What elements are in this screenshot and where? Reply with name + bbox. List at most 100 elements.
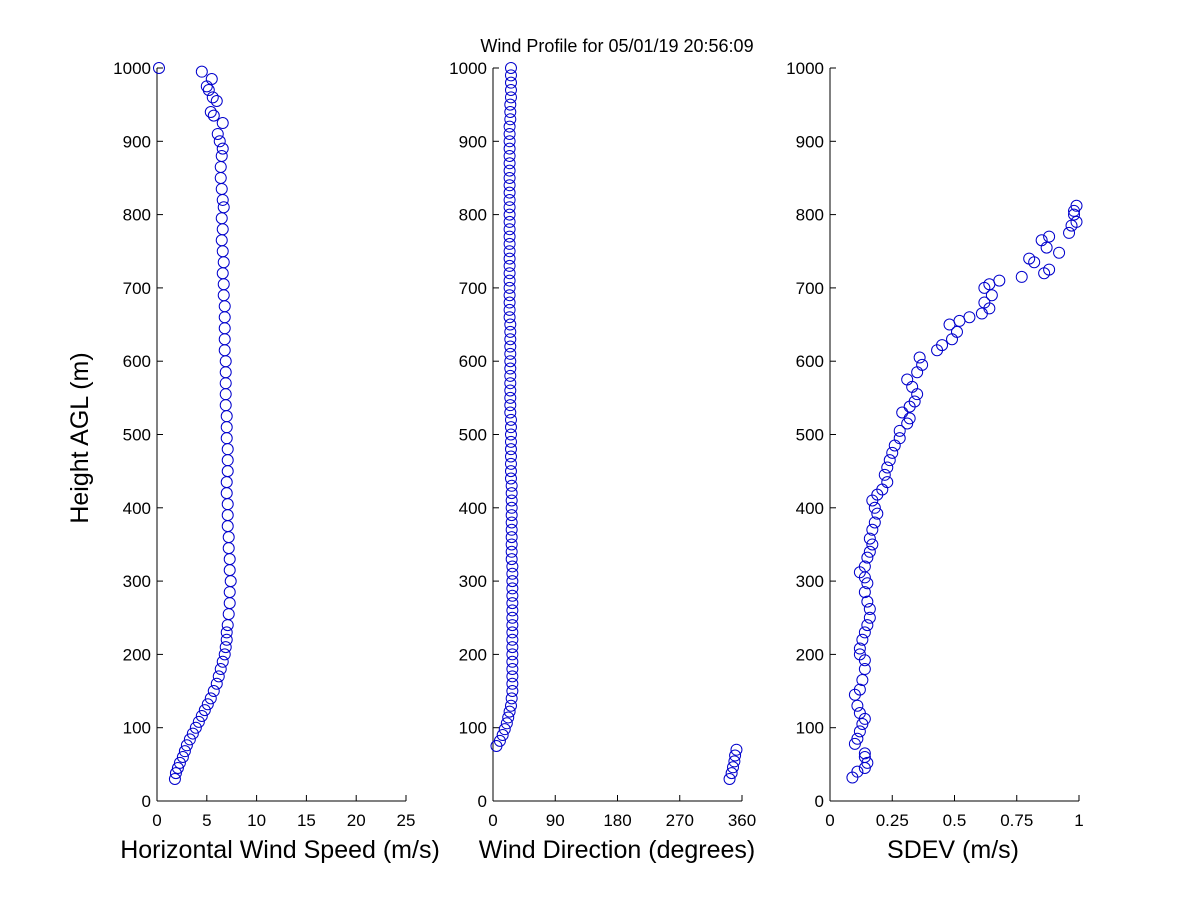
data-point-wind-direction [505, 494, 518, 507]
data-point-wind-direction [506, 648, 519, 661]
data-point-sdev [861, 619, 874, 632]
data-point-wind-direction [503, 230, 516, 243]
y-tick-label-sdev: 200 [796, 645, 824, 664]
data-point-sdev [975, 307, 988, 320]
data-point-wind-direction [505, 545, 518, 558]
data-point-sdev [985, 289, 998, 302]
data-point-wind-direction [500, 717, 513, 730]
data-point-sdev [1015, 270, 1028, 283]
data-point-wind-direction [504, 413, 517, 426]
data-point-sdev [853, 648, 866, 661]
data-point-horizontal-wind-speed [207, 109, 220, 122]
figure-title: Wind Profile for 05/01/19 20:56:09 [480, 36, 753, 56]
data-point-sdev [913, 351, 926, 364]
y-tick-label-horizontal-wind-speed: 700 [123, 279, 151, 298]
data-point-sdev [911, 388, 924, 401]
data-point-horizontal-wind-speed [219, 355, 232, 368]
data-point-sdev [858, 626, 871, 639]
data-point-wind-direction [506, 626, 519, 639]
data-point-wind-direction [503, 705, 516, 718]
data-point-horizontal-wind-speed [213, 135, 226, 148]
data-point-horizontal-wind-speed [224, 575, 237, 588]
data-point-wind-direction [504, 113, 517, 126]
y-tick-label-sdev: 900 [796, 132, 824, 151]
data-point-horizontal-wind-speed [221, 509, 234, 522]
data-point-horizontal-wind-speed [219, 388, 232, 401]
y-tick-label-sdev: 800 [796, 206, 824, 225]
data-point-horizontal-wind-speed [223, 597, 236, 610]
data-point-horizontal-wind-speed [217, 256, 230, 269]
data-point-wind-direction [505, 531, 518, 544]
data-point-sdev [946, 333, 959, 346]
y-tick-label-sdev: 300 [796, 572, 824, 591]
data-point-horizontal-wind-speed [217, 289, 230, 302]
data-point-sdev [883, 454, 896, 467]
data-point-wind-direction [505, 553, 518, 566]
xlabel-horizontal-wind-speed: Horizontal Wind Speed (m/s) [120, 836, 440, 864]
data-point-wind-direction [504, 443, 517, 456]
data-point-horizontal-wind-speed [219, 641, 232, 654]
data-point-wind-direction [506, 663, 519, 676]
x-tick-label-wind-direction: 180 [603, 811, 631, 830]
data-point-wind-direction [504, 355, 517, 368]
data-point-sdev [863, 602, 876, 615]
data-point-sdev [903, 412, 916, 425]
data-point-wind-direction [504, 435, 517, 448]
data-point-sdev [856, 633, 869, 646]
data-point-wind-direction [504, 421, 517, 434]
data-point-horizontal-wind-speed [222, 608, 235, 621]
data-point-wind-direction [503, 142, 516, 155]
data-point-wind-direction [504, 428, 517, 441]
data-point-wind-direction [504, 384, 517, 397]
data-point-wind-direction [723, 773, 736, 786]
data-point-horizontal-wind-speed [176, 751, 189, 764]
y-tick-label-wind-direction: 1000 [449, 59, 487, 78]
data-point-horizontal-wind-speed [152, 62, 165, 74]
data-point-wind-direction [504, 472, 517, 485]
x-tick-label-horizontal-wind-speed: 25 [397, 811, 416, 830]
y-tick-label-wind-direction: 900 [459, 132, 487, 151]
y-tick-label-wind-direction: 300 [459, 572, 487, 591]
y-tick-label-horizontal-wind-speed: 600 [123, 352, 151, 371]
x-tick-label-sdev: 0 [825, 811, 834, 830]
data-point-sdev [896, 406, 909, 419]
data-point-wind-direction [503, 149, 516, 162]
data-point-sdev [936, 339, 949, 352]
data-point-horizontal-wind-speed [206, 91, 219, 104]
data-point-sdev [868, 516, 881, 529]
figure-ylabel: Height AGL (m) [66, 352, 94, 523]
data-point-wind-direction [503, 267, 516, 280]
data-point-horizontal-wind-speed [189, 721, 202, 734]
x-tick-label-sdev: 1 [1074, 811, 1083, 830]
data-point-wind-direction [502, 711, 515, 724]
data-point-wind-direction [504, 450, 517, 463]
x-tick-label-horizontal-wind-speed: 5 [202, 811, 211, 830]
data-point-wind-direction [506, 655, 519, 668]
panel-horizontal-wind-speed: 0 100 200 300 400 500 600 700 800 900 1000 0 5 10 15 20… [113, 59, 440, 864]
y-tick-label-horizontal-wind-speed: 500 [123, 426, 151, 445]
data-point-sdev [950, 325, 963, 338]
x-tick-label-horizontal-wind-speed: 0 [152, 811, 161, 830]
xlabel-sdev: SDEV (m/s) [887, 836, 1019, 864]
data-point-wind-direction [504, 406, 517, 419]
data-point-sdev [993, 274, 1006, 287]
data-point-horizontal-wind-speed [218, 322, 231, 335]
data-point-horizontal-wind-speed [221, 454, 234, 467]
markers-sdev [846, 199, 1083, 784]
data-point-horizontal-wind-speed [192, 715, 205, 728]
data-point-wind-direction [504, 362, 517, 375]
data-point-horizontal-wind-speed [198, 704, 211, 717]
data-point-sdev [911, 366, 924, 379]
data-point-wind-direction [503, 135, 516, 148]
data-point-sdev [1028, 256, 1041, 269]
data-point-sdev [853, 683, 866, 696]
data-point-horizontal-wind-speed [223, 553, 236, 566]
axes-horizontal-wind-speed: 0 100 200 300 400 500 600 700 800 900 1000 0 5 10 15 20… [113, 59, 415, 830]
data-point-wind-direction [503, 120, 516, 133]
panel-sdev: 0 100 200 300 400 500 600 700 800 900 1000 0 0.25 0.5… [786, 59, 1084, 864]
data-point-horizontal-wind-speed [216, 245, 229, 258]
data-point-sdev [853, 707, 866, 720]
data-point-wind-direction [504, 399, 517, 412]
data-point-horizontal-wind-speed [212, 670, 225, 683]
